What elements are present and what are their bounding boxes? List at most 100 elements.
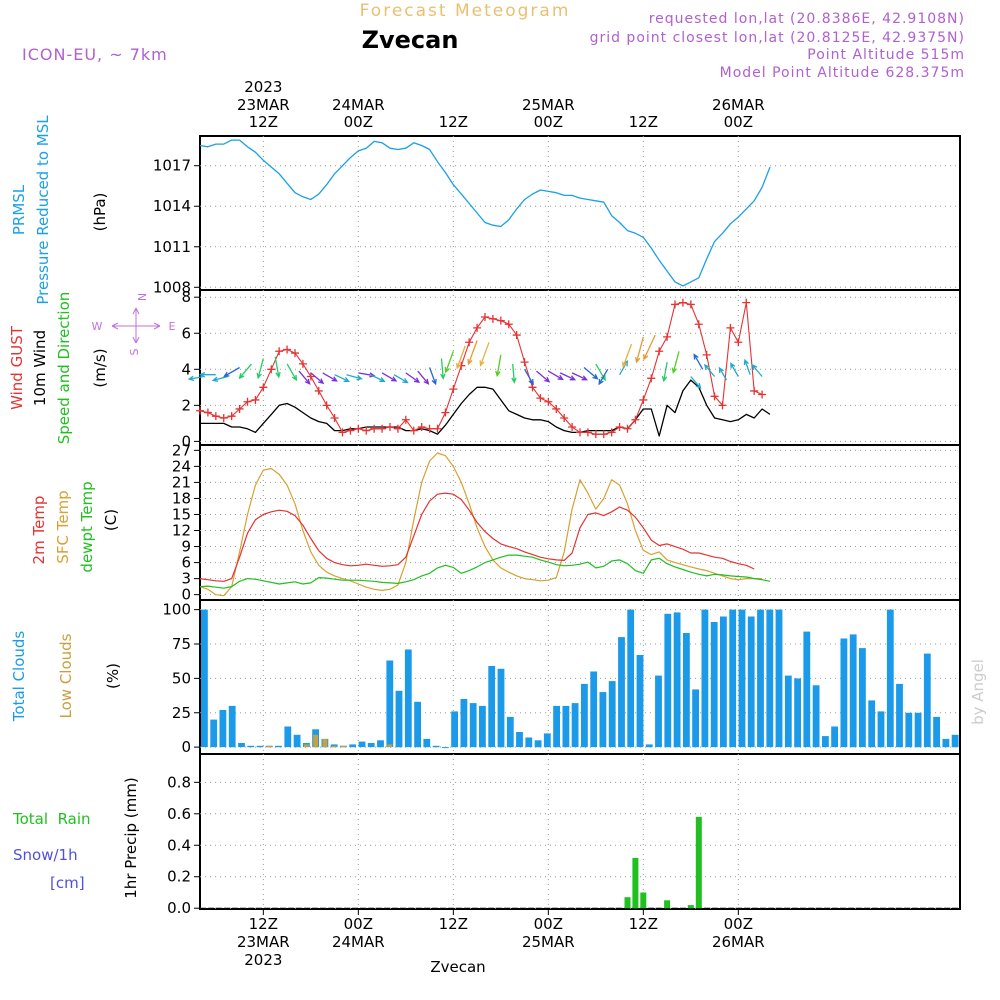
clouds-total-bar bbox=[358, 741, 366, 748]
wind-gust-point bbox=[631, 415, 640, 424]
wind-gust-point bbox=[259, 383, 268, 392]
compass-arrowheads bbox=[111, 307, 161, 344]
clouds-total-label: Total Clouds bbox=[10, 631, 28, 723]
clouds-total-bar bbox=[868, 700, 876, 748]
clouds-ytick-label: 25 bbox=[172, 704, 191, 722]
point-altitude: Point Altitude 515m bbox=[807, 47, 965, 63]
pressure-series-line bbox=[199, 139, 771, 287]
top-tick-hour: 12Z bbox=[439, 113, 468, 131]
clouds-total-bar bbox=[553, 705, 560, 748]
clouds-low-label: Low Clouds bbox=[57, 633, 75, 718]
wind-gust-point bbox=[267, 365, 276, 374]
precip-snow-unit: [cm] bbox=[50, 874, 85, 892]
wind-direction-arrow bbox=[598, 368, 609, 386]
clouds-total-bar bbox=[636, 655, 644, 748]
clouds-unit: (%) bbox=[104, 663, 122, 689]
wind-ytick-label: 2 bbox=[181, 396, 191, 414]
clouds-total-bar bbox=[451, 711, 458, 748]
wind-direction-arrow bbox=[622, 343, 633, 369]
wind-direction-arrow bbox=[467, 340, 478, 366]
wind-ytick-label: 0 bbox=[181, 432, 191, 450]
wind-gust-point bbox=[441, 408, 450, 417]
wind-gust-point bbox=[314, 386, 323, 395]
clouds-total-bar bbox=[794, 678, 801, 748]
wind-direction-arrow bbox=[690, 376, 702, 390]
footer-location: Zvecan bbox=[430, 958, 485, 976]
wind-gust-series-line bbox=[199, 302, 763, 435]
clouds-total-bar bbox=[784, 675, 792, 748]
clouds-total-bar bbox=[933, 716, 940, 748]
precip-axis-label: 1hr Precip (mm) bbox=[122, 777, 140, 898]
wind-direction-arrow bbox=[559, 372, 577, 381]
wind-direction-arrow bbox=[334, 374, 350, 382]
temp-ytick-label: 18 bbox=[172, 489, 191, 507]
wind-panel: 0 2 4 6 8 bbox=[181, 288, 961, 450]
wind-direction-arrow bbox=[703, 363, 716, 377]
wind-gust-label: Wind GUST bbox=[8, 325, 26, 410]
clouds-total-bar bbox=[775, 609, 783, 748]
temp-ytick-label: 27 bbox=[172, 441, 191, 459]
clouds-total-bar bbox=[395, 690, 403, 748]
pressure-ytick-label: 1011 bbox=[153, 238, 191, 256]
wind-gust-point bbox=[425, 424, 434, 433]
clouds-ytick-label: 100 bbox=[162, 601, 191, 619]
wind-direction-arrow bbox=[661, 361, 668, 383]
wind-direction-arrow bbox=[511, 363, 517, 384]
wind-gust-point bbox=[702, 350, 711, 359]
clouds-low-bar bbox=[341, 745, 346, 748]
wind-gust-point bbox=[623, 424, 632, 433]
wind-gust-point bbox=[227, 412, 236, 421]
clouds-total-bar bbox=[683, 633, 690, 748]
clouds-low-bar bbox=[304, 744, 309, 748]
wind-gust-point bbox=[378, 424, 387, 433]
clouds-total-bar bbox=[525, 737, 533, 748]
wind-direction-arrow bbox=[274, 356, 281, 379]
wind-gust-point bbox=[386, 422, 394, 431]
temp-ytick-label: 3 bbox=[181, 570, 191, 588]
clouds-total-bar bbox=[219, 710, 227, 748]
temp-ytick-label: 0 bbox=[181, 586, 191, 604]
wind-gust-point bbox=[283, 345, 292, 354]
clouds-ytick-label: 75 bbox=[172, 635, 191, 653]
wind-gust-point bbox=[306, 372, 315, 381]
clouds-total-bar bbox=[664, 613, 672, 748]
clouds-total-bar bbox=[479, 705, 486, 748]
clouds-total-bar bbox=[377, 740, 384, 748]
clouds-total-bar bbox=[414, 701, 421, 748]
top-tick-hour: 12Z bbox=[629, 113, 658, 131]
clouds-total-bar bbox=[349, 744, 357, 748]
wind-gust-point bbox=[671, 300, 679, 309]
wind-gust-point bbox=[417, 422, 426, 431]
wind-gust-point bbox=[528, 383, 537, 392]
wind-10m-series-line bbox=[200, 379, 771, 437]
wind-gust-point bbox=[330, 413, 339, 422]
top-tick-date: 24MAR bbox=[332, 96, 385, 114]
wind-gust-point bbox=[449, 385, 458, 394]
temp-ytick-label: 15 bbox=[172, 505, 191, 523]
temp-ytick-label: 21 bbox=[172, 473, 191, 491]
clouds-total-bar bbox=[655, 675, 662, 748]
wind-direction-arrow bbox=[310, 372, 325, 385]
precip-panel: 0.0 0.2 0.4 0.6 0.8 bbox=[167, 753, 961, 917]
wind-gust-point bbox=[560, 413, 569, 422]
wind-gust-point bbox=[655, 347, 664, 356]
wind-gust-point bbox=[544, 397, 553, 406]
clouds-total-bar bbox=[247, 745, 255, 748]
clouds-total-bar bbox=[581, 683, 588, 748]
wind-gust-point bbox=[235, 404, 244, 413]
wind-direction-arrow bbox=[428, 367, 437, 386]
temp-dewpt-series-line bbox=[199, 554, 771, 589]
wind-direction-arrow bbox=[322, 372, 338, 382]
temp-frame bbox=[199, 444, 961, 601]
wind-direction-arrow bbox=[643, 334, 656, 361]
clouds-total-bar bbox=[201, 609, 208, 748]
wind-gust-point bbox=[568, 422, 577, 431]
wind-direction-arrow bbox=[571, 372, 588, 381]
clouds-total-bar bbox=[608, 681, 616, 748]
wind-direction-arrow bbox=[187, 375, 205, 382]
precip-rain-bar bbox=[624, 897, 631, 909]
wind-gust-point bbox=[599, 430, 608, 439]
clouds-total-bar bbox=[442, 747, 449, 749]
wind-direction-arrow bbox=[286, 363, 298, 382]
